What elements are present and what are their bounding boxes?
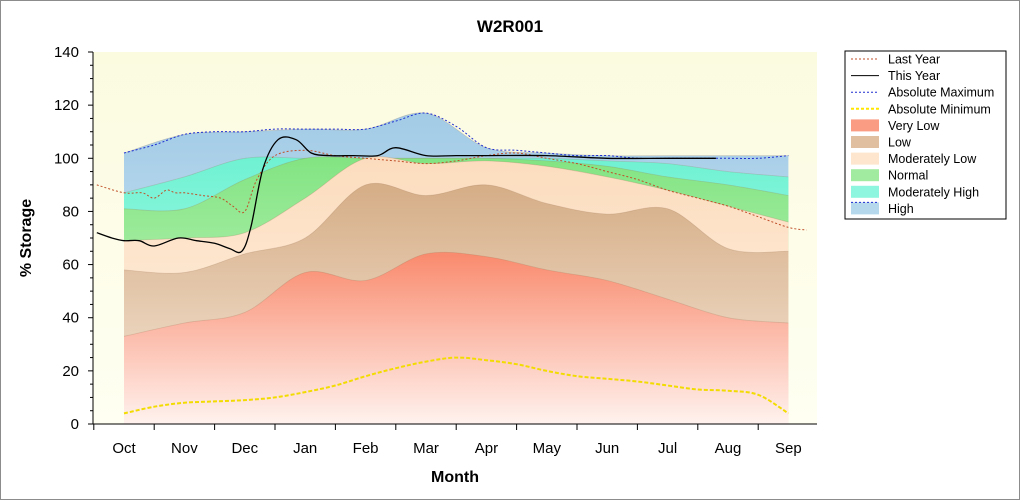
legend-swatch bbox=[851, 136, 879, 148]
y-tick-label: 40 bbox=[62, 310, 79, 327]
legend-label: High bbox=[888, 202, 914, 216]
legend-label: Very Low bbox=[888, 119, 940, 133]
x-axis-label: Month bbox=[431, 469, 479, 486]
band-low-edge bbox=[123, 182, 789, 274]
legend-swatch bbox=[851, 152, 879, 165]
y-ticks: 0 20 40 60 80 100 120 140 bbox=[54, 44, 93, 433]
y-tick-label: 100 bbox=[54, 150, 79, 167]
x-tick-label: Mar bbox=[413, 440, 439, 457]
x-tick-label: Aug bbox=[715, 440, 742, 457]
x-tick-label: Oct bbox=[112, 440, 136, 457]
series-lines bbox=[96, 112, 807, 415]
legend-label: Low bbox=[888, 136, 912, 150]
y-tick-label: 120 bbox=[54, 97, 79, 114]
legend-swatch bbox=[851, 185, 879, 198]
legend-label: Absolute Minimum bbox=[888, 102, 991, 116]
legend-label: Normal bbox=[888, 169, 928, 183]
legend-label: Last Year bbox=[888, 53, 940, 67]
y-axis-label: % Storage bbox=[18, 199, 35, 277]
x-tick-label: Jun bbox=[595, 440, 619, 457]
legend-label: Absolute Maximum bbox=[888, 86, 994, 100]
chart-title: W2R001 bbox=[477, 17, 543, 36]
x-tick-label: Jul bbox=[658, 440, 677, 457]
legend-swatch bbox=[851, 119, 879, 132]
legend: Last Year This Year Absolute Maximum Absolu… bbox=[844, 50, 1007, 220]
band-normal-edge bbox=[123, 156, 789, 212]
x-tick-label: May bbox=[533, 440, 562, 457]
legend-swatch bbox=[851, 202, 879, 215]
x-tick-label: Dec bbox=[231, 440, 258, 457]
this-year-line bbox=[96, 136, 716, 254]
y-tick-label: 80 bbox=[62, 203, 79, 220]
y-tick-label: 60 bbox=[62, 257, 79, 274]
x-tick-label: Jan bbox=[293, 440, 317, 457]
legend-label: Moderately High bbox=[888, 185, 979, 199]
percentile-bands bbox=[123, 112, 789, 424]
absolute-minimum-line bbox=[123, 356, 789, 415]
y-tick-label: 140 bbox=[54, 44, 79, 61]
x-ticks: Oct Nov Dec Jan Feb Mar Apr May Jun Jul Aug Sep bbox=[93, 424, 802, 457]
y-tick-label: 20 bbox=[62, 363, 79, 380]
x-tick-label: Feb bbox=[353, 440, 379, 457]
y-tick-label: 0 bbox=[71, 416, 79, 433]
x-tick-label: Apr bbox=[475, 440, 498, 457]
legend-label: Moderately Low bbox=[888, 152, 977, 166]
x-tick-label: Nov bbox=[171, 440, 198, 457]
legend-swatch bbox=[851, 169, 879, 182]
x-tick-label: Sep bbox=[775, 440, 802, 457]
legend-label: This Year bbox=[888, 69, 940, 83]
band-very-low-edge bbox=[123, 251, 789, 337]
